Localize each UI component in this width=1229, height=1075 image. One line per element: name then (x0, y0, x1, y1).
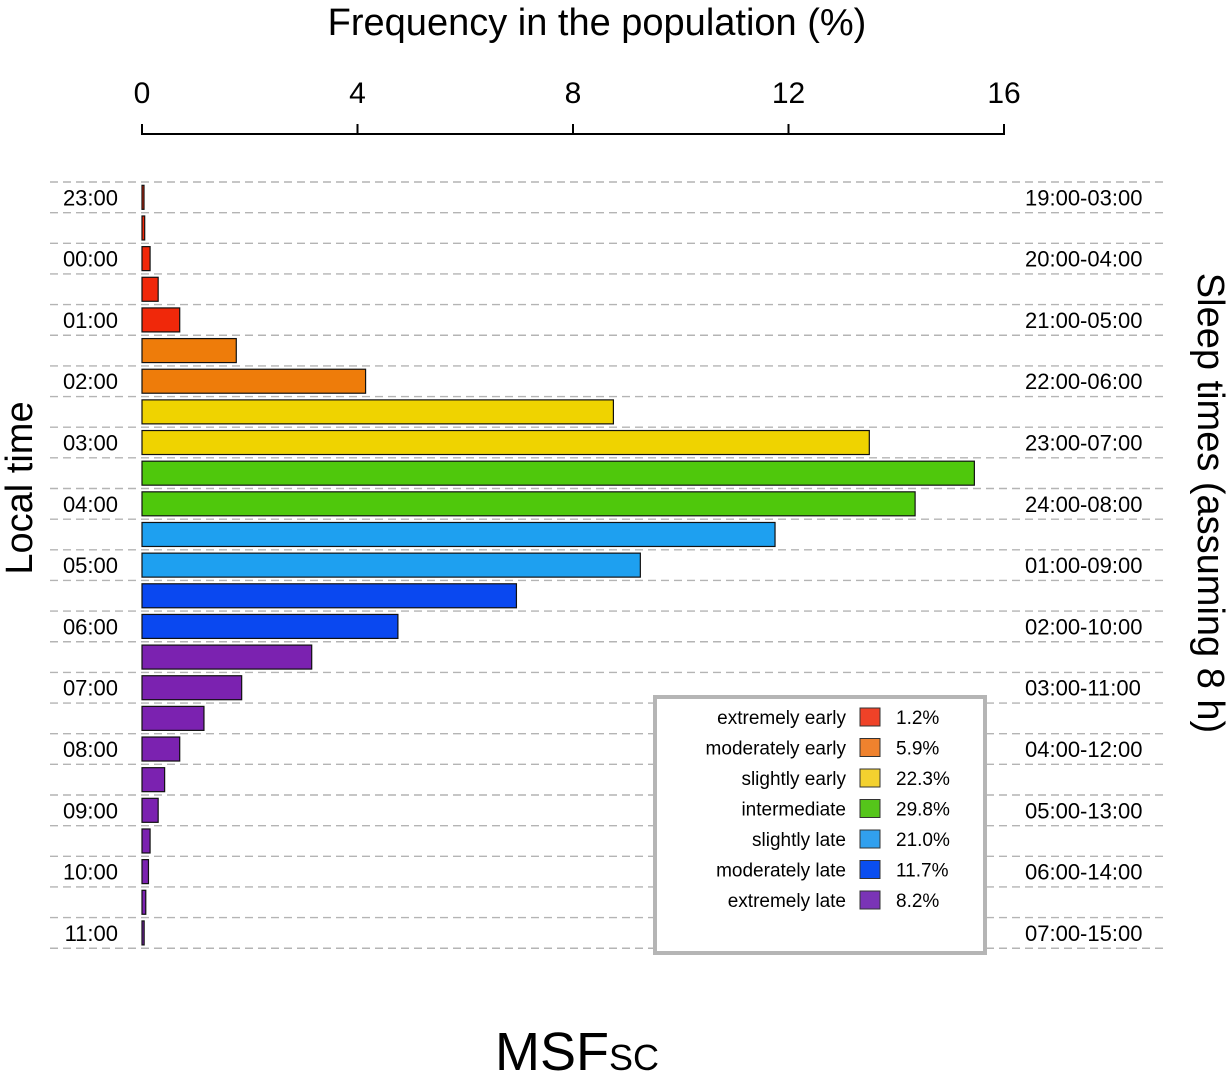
local-time-label: 11:00 (65, 921, 118, 946)
x-tick-label: 16 (987, 77, 1020, 110)
bar (141, 491, 916, 517)
legend-label: slightly late (752, 830, 846, 851)
local-time-label: 04:00 (63, 492, 118, 517)
legend-label: moderately early (706, 739, 847, 760)
local-time-label: 09:00 (63, 798, 118, 823)
bar (141, 920, 145, 946)
legend-swatch (859, 829, 881, 849)
bar (141, 399, 615, 425)
sleep-time-label: 21:00-05:00 (1025, 308, 1142, 333)
bars (141, 184, 975, 946)
sleep-time-label: 24:00-08:00 (1025, 492, 1142, 517)
x-axis-title-subscript: SC (609, 1037, 659, 1075)
legend-label: intermediate (741, 800, 846, 821)
x-axis-title: MSFSC (495, 1022, 659, 1075)
legend-percent: 29.8% (896, 800, 950, 821)
sleep-time-label: 02:00-10:00 (1025, 614, 1142, 639)
local-time-label: 10:00 (63, 860, 118, 885)
x-axis: 0 4 8 12 16 (134, 77, 1021, 135)
local-time-label: 01:00 (63, 308, 118, 333)
bar (141, 736, 181, 762)
legend-label: slightly early (741, 769, 846, 790)
bar (141, 859, 150, 885)
bar (141, 521, 776, 548)
sleep-time-label: 20:00-04:00 (1025, 247, 1142, 272)
legend-percent: 8.2% (896, 891, 939, 912)
bar (141, 797, 159, 823)
left-time-labels: 23:00 00:00 01:00 02:00 03:00 04:00 05:00 06:00… (63, 185, 118, 946)
bar (141, 184, 145, 210)
sleep-time-label: 07:00-15:00 (1025, 921, 1142, 946)
sleep-time-label: 01:00-09:00 (1025, 553, 1142, 578)
bar (141, 828, 151, 854)
local-time-label: 03:00 (63, 431, 118, 456)
sleep-time-label: 22:00-06:00 (1025, 369, 1142, 394)
legend-label: extremely early (717, 708, 846, 729)
bar (141, 460, 975, 486)
bar (141, 889, 147, 915)
bar (141, 675, 243, 701)
x-tick-label: 8 (565, 77, 582, 110)
chart-title: Frequency in the population (%) (328, 2, 867, 44)
legend-swatch (859, 799, 881, 818)
legend-percent: 1.2% (896, 708, 939, 729)
y-axis-right-title: Sleep times (assuming 8 h) (1189, 273, 1229, 733)
x-tick-label: 12 (772, 77, 805, 110)
bar (141, 767, 166, 793)
legend-swatch (859, 860, 881, 879)
bar (141, 705, 205, 731)
local-time-label: 07:00 (63, 676, 118, 701)
sleep-time-label: 19:00-03:00 (1025, 185, 1142, 210)
bar (141, 429, 870, 456)
x-axis-title-main: MSF (495, 1022, 609, 1075)
bar (141, 368, 367, 394)
local-time-label: 08:00 (63, 737, 118, 762)
local-time-label: 05:00 (63, 553, 118, 578)
y-axis-left-title: Local time (0, 401, 41, 574)
local-time-label: 00:00 (63, 247, 118, 272)
legend-percent: 22.3% (896, 769, 950, 790)
sleep-time-label: 23:00-07:00 (1025, 431, 1142, 456)
legend-box (653, 695, 987, 955)
bar (141, 276, 159, 302)
bar (141, 307, 181, 333)
gridlines (50, 181, 1168, 949)
legend-swatch (859, 738, 881, 757)
sleep-time-label: 03:00-11:00 (1025, 676, 1141, 701)
legend-percent: 21.0% (896, 830, 950, 851)
x-tick-label: 4 (349, 77, 366, 110)
x-tick-label: 0 (134, 77, 151, 110)
bar (141, 583, 518, 609)
bar (141, 644, 313, 670)
bar (141, 337, 237, 364)
legend-swatch (859, 890, 881, 910)
legend-swatch (859, 707, 881, 727)
sleep-time-label: 05:00-13:00 (1025, 798, 1142, 823)
sleep-time-label: 06:00-14:00 (1025, 860, 1142, 885)
local-time-label: 06:00 (63, 614, 118, 639)
local-time-label: 23:00 (63, 185, 118, 210)
right-sleep-labels: 19:00-03:00 20:00-04:00 21:00-05:00 22:00-0… (1025, 185, 1142, 946)
sleep-time-label: 04:00-12:00 (1025, 737, 1142, 762)
legend-label: extremely late (728, 891, 846, 912)
legend: extremely early 1.2% moderately early 5.9% s… (706, 707, 950, 912)
bar (141, 613, 399, 640)
legend-swatch (859, 768, 881, 788)
legend-percent: 11.7% (896, 861, 949, 882)
legend-label: moderately late (716, 861, 846, 882)
bar (141, 215, 146, 241)
bar (141, 246, 151, 272)
local-time-label: 02:00 (63, 369, 118, 394)
legend-percent: 5.9% (896, 739, 939, 760)
bar (141, 552, 641, 578)
